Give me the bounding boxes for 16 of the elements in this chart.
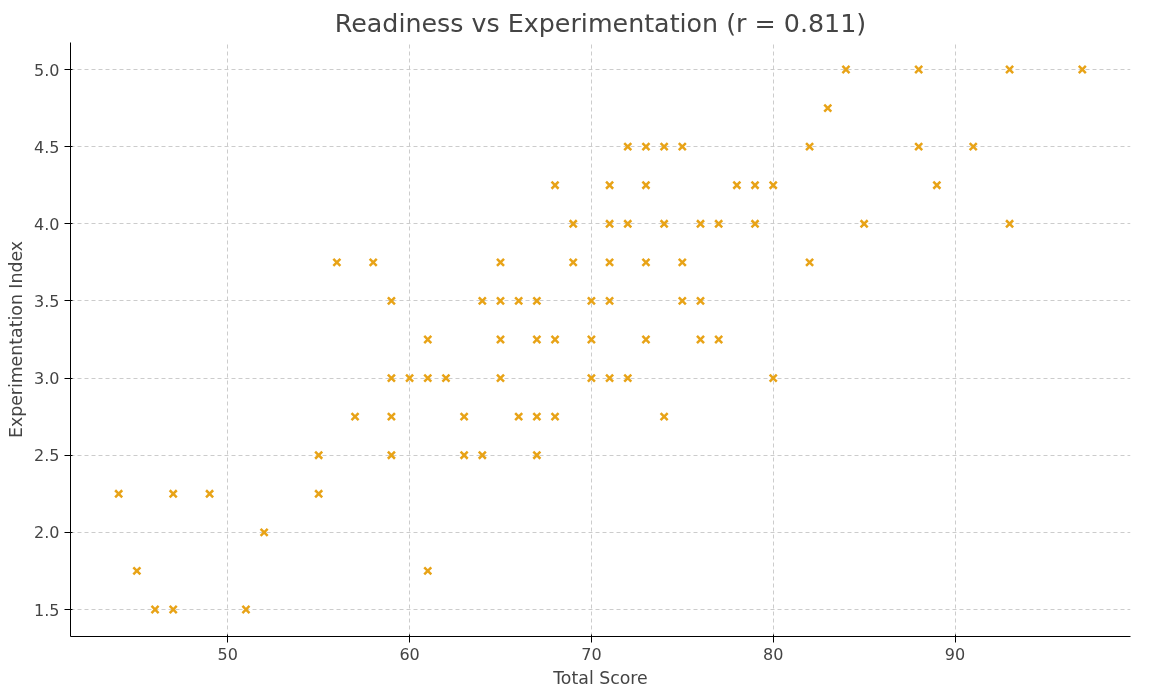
y-tick-label: 4.5	[34, 137, 60, 157]
x-tick-label: 50	[217, 644, 238, 664]
y-tick-label: 1.5	[34, 600, 60, 620]
y-tick-label: 2.5	[34, 446, 60, 466]
x-tick-label: 80	[763, 644, 784, 664]
y-tick-label: 3.0	[34, 369, 60, 389]
chart-title: Readiness vs Experimentation (r = 0.811)	[334, 7, 867, 38]
y-tick-label: 5.0	[34, 60, 60, 80]
x-tick-label: 90	[944, 644, 966, 664]
x-axis-title: Total Score	[552, 667, 648, 688]
x-tick-label: 60	[399, 644, 420, 664]
y-axis-title: Experimentation Index	[6, 240, 27, 439]
y-tick-label: 2.0	[34, 523, 60, 543]
y-tick-label: 3.5	[34, 291, 60, 311]
x-tick-label: 70	[581, 644, 602, 664]
y-tick-label: 4.0	[34, 214, 60, 234]
